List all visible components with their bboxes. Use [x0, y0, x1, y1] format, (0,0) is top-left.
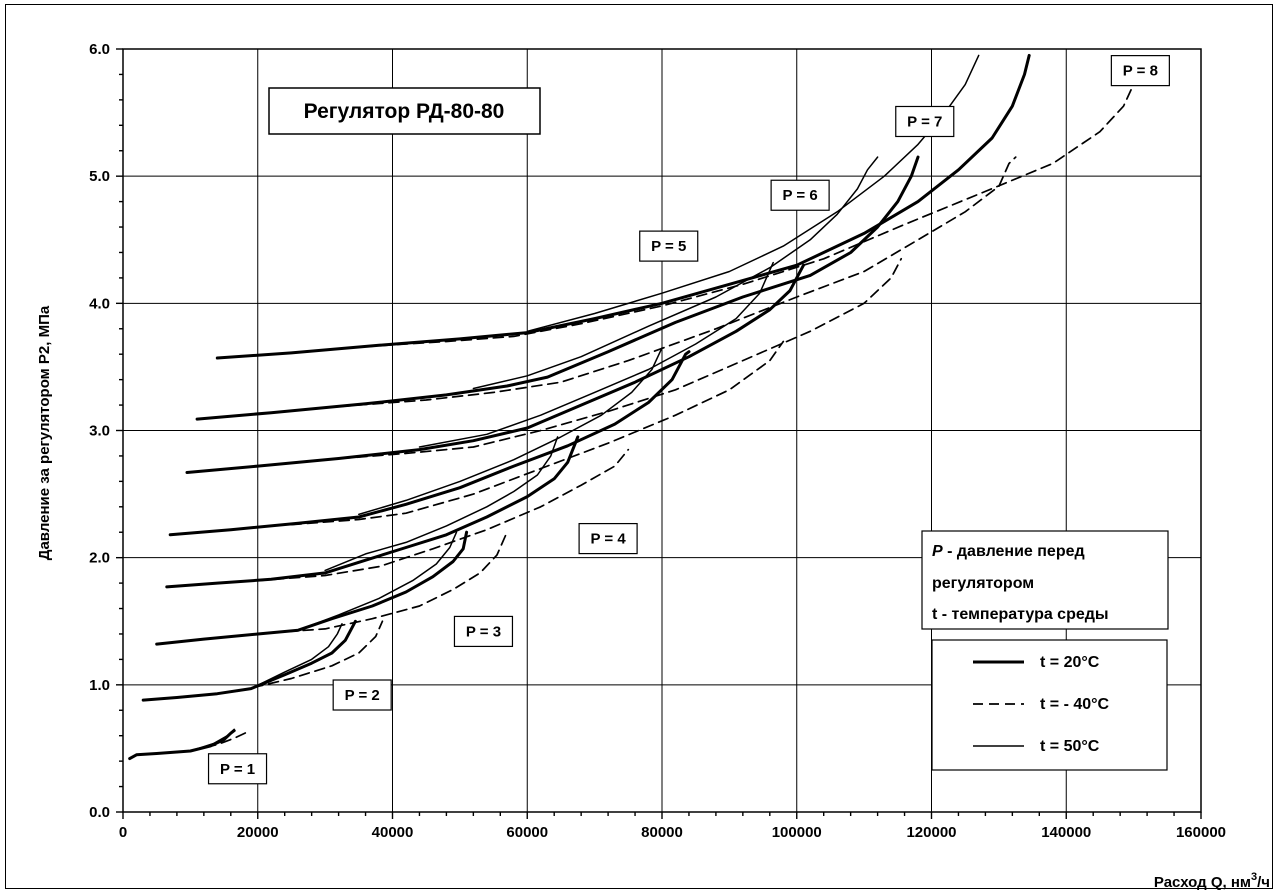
curve-label: P = 1 — [207, 753, 268, 785]
series-line-thick — [195, 155, 920, 421]
x-tick-label: 0 — [119, 824, 127, 841]
y-axis-title: Давление за регулятором Р2, МПа — [36, 305, 53, 560]
svg-text:P = 3: P = 3 — [466, 623, 501, 640]
series-line-thin — [526, 54, 980, 333]
series-line-thin — [189, 728, 235, 752]
x-tick-label: 140000 — [1041, 824, 1091, 841]
svg-text:P = 2: P = 2 — [345, 687, 380, 704]
svg-text:P = 7: P = 7 — [907, 113, 942, 130]
series-line-dashed — [290, 340, 785, 526]
note-line-1: P - давление перед — [932, 543, 1085, 560]
x-tick-label: 160000 — [1176, 824, 1226, 841]
curve-label: P = 7 — [895, 105, 955, 138]
legend-item: t = - 40°C — [973, 696, 1110, 713]
series-line-dashed — [189, 731, 249, 752]
curve-label: P = 2 — [332, 679, 392, 711]
svg-text:P = 6: P = 6 — [783, 187, 818, 204]
series-line-thin — [472, 156, 879, 390]
y-tick-label: 5.0 — [89, 168, 110, 185]
series-layer — [128, 53, 1145, 761]
series-line-thick — [141, 619, 357, 702]
curve-label: P = 5 — [639, 230, 699, 262]
x-tick-label: 20000 — [237, 824, 279, 841]
y-tick-label: 6.0 — [89, 41, 110, 58]
chart-title-box: Регулятор РД-80-80 — [268, 87, 541, 135]
svg-text:P = 1: P = 1 — [220, 761, 255, 778]
note-line-2: регулятором — [932, 575, 1034, 592]
series-line-thin — [324, 436, 559, 572]
legend-item: t = 50°C — [973, 738, 1100, 755]
series-line-dashed — [236, 620, 384, 693]
series-line-dashed — [270, 531, 508, 634]
series-line-dashed — [364, 54, 1145, 348]
axis-ticks — [116, 48, 1202, 819]
legend-label: t = - 40°C — [1040, 696, 1110, 713]
x-tick-labels: 0 20000 40000 60000 80000 100000 120000 140000 1… — [119, 824, 1226, 841]
legend-label: t = 50°C — [1040, 738, 1100, 755]
y-tick-label: 2.0 — [89, 550, 110, 567]
series-line-thick — [155, 530, 469, 646]
chart-title: Регулятор РД-80-80 — [304, 100, 505, 123]
x-tick-label: 80000 — [641, 824, 683, 841]
legend-item: t = 20°C — [973, 654, 1100, 671]
y-tick-labels: 0.0 1.0 2.0 3.0 4.0 5.0 6.0 — [89, 41, 110, 821]
curve-labels: P = 1 P = 2 P = 3 P = 4 P = 5 P = 6 P = 7 P = 8 — [207, 55, 1170, 785]
legend: t = 20°C t = - 40°C t = 50°C — [931, 639, 1168, 771]
legend-label: t = 20°C — [1040, 654, 1100, 671]
y-tick-label: 4.0 — [89, 295, 110, 312]
y-tick-label: 3.0 — [89, 423, 110, 440]
series-line-thick — [168, 350, 691, 537]
svg-text:P = 5: P = 5 — [651, 238, 686, 255]
series-line-thin — [297, 531, 458, 631]
curve-label: P = 4 — [578, 522, 638, 555]
series-line-dashed — [256, 448, 630, 582]
curve-label: P = 8 — [1110, 55, 1170, 87]
note-box: P - давление перед регулятором t - темпе… — [921, 530, 1169, 630]
curve-label: P = 3 — [453, 615, 514, 648]
series-line-thick — [215, 53, 1031, 360]
series-line-thin — [418, 261, 774, 448]
curve-label: P = 6 — [770, 179, 830, 211]
svg-text:P = 8: P = 8 — [1123, 63, 1158, 80]
x-axis-title: Расход Q, нм3/ч — [1154, 871, 1270, 891]
y-tick-label: 1.0 — [89, 677, 110, 694]
x-tick-label: 60000 — [506, 824, 548, 841]
note-line-3: t - температура среды — [932, 606, 1109, 623]
series-line-thin — [250, 623, 343, 690]
x-tick-label: 100000 — [772, 824, 822, 841]
series-line-thick — [185, 263, 805, 474]
x-tick-label: 120000 — [906, 824, 956, 841]
svg-text:P = 4: P = 4 — [591, 531, 627, 548]
x-tick-label: 40000 — [372, 824, 414, 841]
series-line-dashed — [324, 257, 903, 461]
series-line-dashed — [324, 156, 1017, 409]
y-tick-label: 0.0 — [89, 804, 110, 821]
chart-frame — [5, 4, 1273, 889]
